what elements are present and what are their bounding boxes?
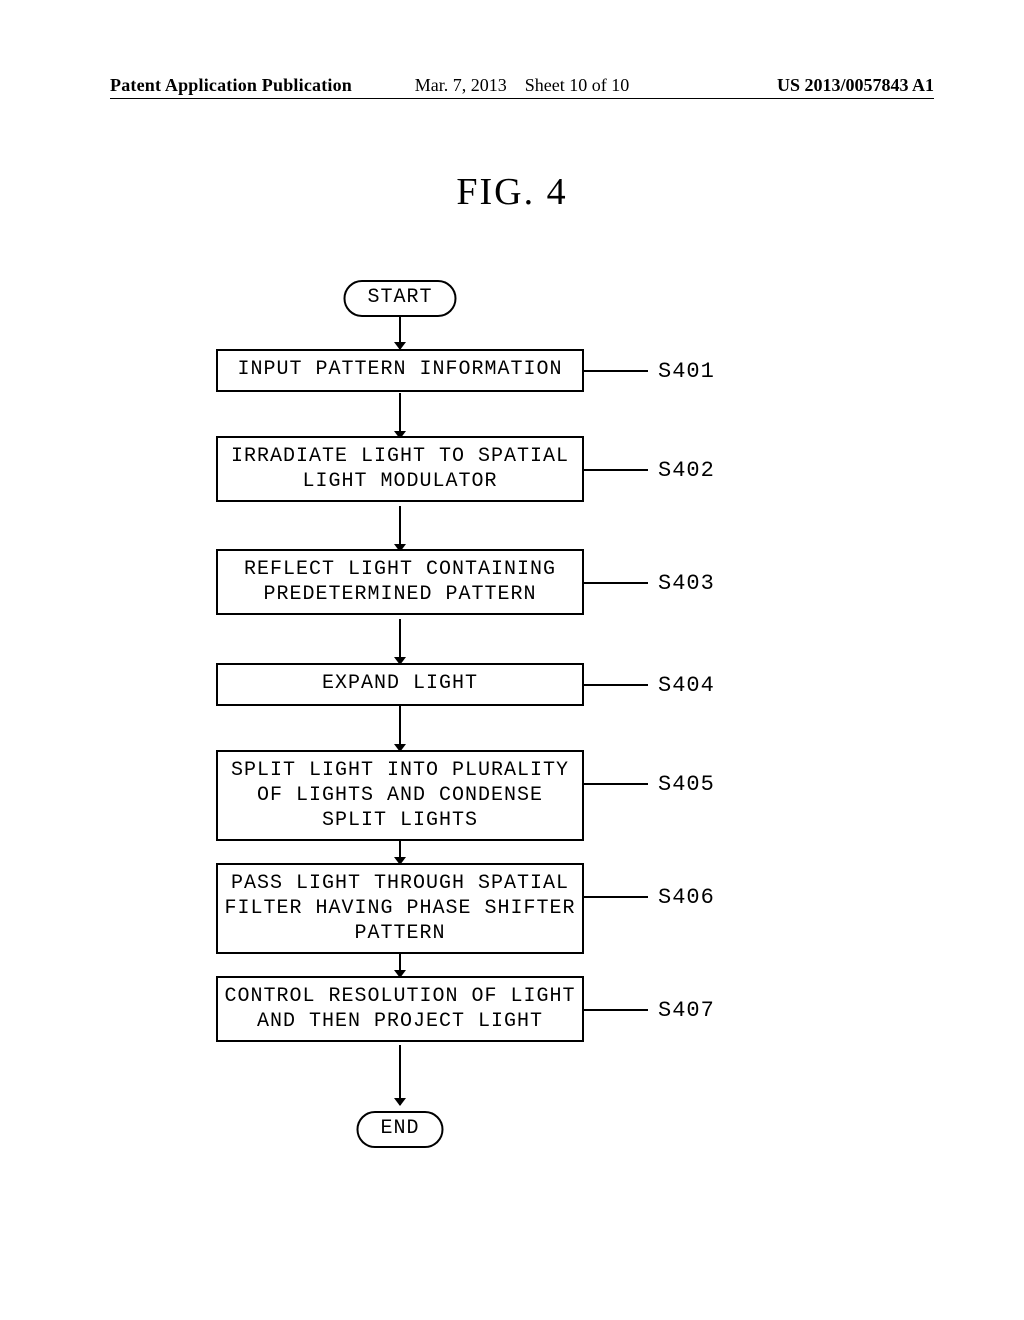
flow-connector xyxy=(584,896,648,898)
header-date-sheet: Mar. 7, 2013 Sheet 10 of 10 xyxy=(415,75,629,96)
flow-terminal-start: START xyxy=(343,280,456,317)
header-publication-type: Patent Application Publication xyxy=(110,75,352,96)
page-header: Patent Application Publication Mar. 7, 2… xyxy=(110,75,934,99)
step-id-label: S402 xyxy=(658,458,715,483)
flow-arrow xyxy=(399,1045,401,1105)
step-id-label: S404 xyxy=(658,673,715,698)
flow-terminal-end: END xyxy=(356,1111,443,1148)
flow-connector xyxy=(584,469,648,471)
step-id-label: S406 xyxy=(658,885,715,910)
flow-arrow xyxy=(399,317,401,349)
step-id-label: S405 xyxy=(658,772,715,797)
flow-connector xyxy=(584,1009,648,1011)
step-id-label: S403 xyxy=(658,571,715,596)
flow-step: SPLIT LIGHT INTO PLURALITY OF LIGHTS AND… xyxy=(216,750,584,841)
figure-title: FIG. 4 xyxy=(456,170,567,214)
flow-connector xyxy=(584,783,648,785)
flow-step: INPUT PATTERN INFORMATION xyxy=(216,349,584,392)
flow-step: REFLECT LIGHT CONTAINING PREDETERMINED P… xyxy=(216,549,584,615)
patent-page: Patent Application Publication Mar. 7, 2… xyxy=(0,0,1024,1320)
header-date: Mar. 7, 2013 xyxy=(415,75,507,95)
flow-step: IRRADIATE LIGHT TO SPATIAL LIGHT MODULAT… xyxy=(216,436,584,502)
header-publication-number: US 2013/0057843 A1 xyxy=(777,75,934,96)
flow-connector xyxy=(584,684,648,686)
step-id-label: S407 xyxy=(658,998,715,1023)
flow-connector xyxy=(584,582,648,584)
flow-arrow xyxy=(399,619,401,664)
flow-step: CONTROL RESOLUTION OF LIGHT AND THEN PRO… xyxy=(216,976,584,1042)
flow-arrow xyxy=(399,393,401,438)
flow-arrow xyxy=(399,706,401,751)
flow-step: EXPAND LIGHT xyxy=(216,663,584,706)
flow-connector xyxy=(584,370,648,372)
step-id-label: S401 xyxy=(658,359,715,384)
header-sheet: Sheet 10 of 10 xyxy=(525,75,629,95)
flow-step: PASS LIGHT THROUGH SPATIAL FILTER HAVING… xyxy=(216,863,584,954)
flow-arrow xyxy=(399,506,401,551)
